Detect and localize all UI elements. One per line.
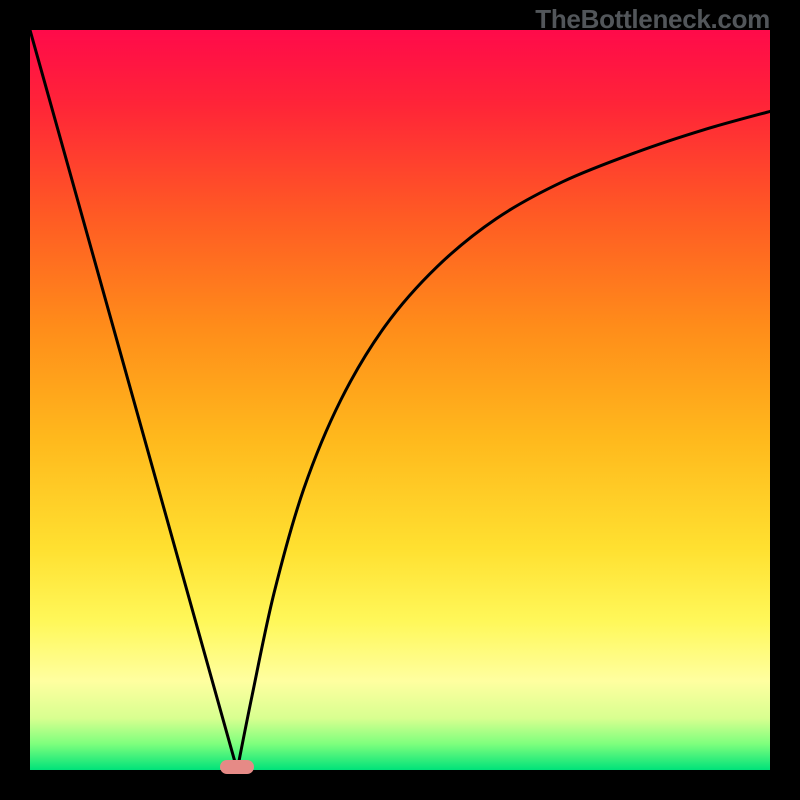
chart-container: TheBottleneck.com <box>0 0 800 800</box>
watermark-text: TheBottleneck.com <box>535 4 770 35</box>
plot-area <box>30 30 770 770</box>
gradient-background <box>30 30 770 770</box>
bottleneck-curve-chart <box>30 30 770 770</box>
minimum-marker <box>220 760 254 774</box>
